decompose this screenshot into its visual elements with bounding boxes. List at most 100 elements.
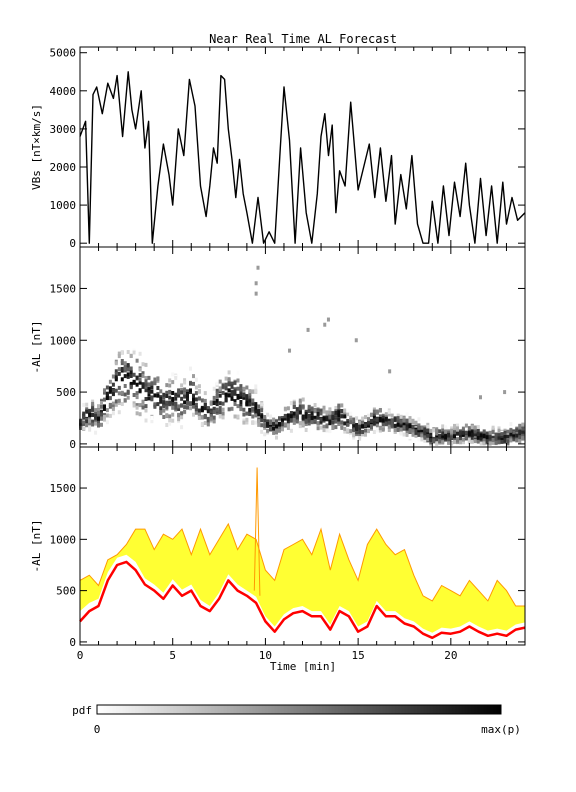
pdf-cell (254, 388, 258, 393)
y-tick-label: 0 (69, 438, 76, 451)
pdf-cell (260, 408, 264, 413)
pdf-cell (147, 396, 151, 401)
pdf-cell (310, 416, 314, 420)
pdf-cell (316, 421, 320, 426)
pdf-cell (328, 417, 332, 422)
pdf-cell (186, 389, 189, 394)
pdf-cell (183, 391, 187, 396)
pdf-cell (114, 372, 118, 376)
pdf-cell (206, 422, 210, 427)
pdf-cell (94, 421, 98, 426)
pdf-cell (141, 373, 145, 378)
pdf-cell (105, 413, 109, 418)
pdf-cell (485, 439, 489, 444)
pdf-cell (117, 351, 121, 356)
pdf-cell (242, 407, 246, 412)
al-pdf-panel: 0 500 1000 1500 -AL [nT] (30, 246, 526, 451)
pdf-cell (159, 411, 163, 416)
pdf-cell (227, 370, 231, 375)
pdf-cell (272, 411, 276, 416)
pdf-cell (153, 377, 157, 382)
pdf-cell (361, 424, 365, 429)
pdf-cell (393, 423, 397, 428)
pdf-cell (236, 404, 240, 409)
pdf-cell (215, 402, 219, 407)
pdf-cell (239, 404, 243, 408)
pdf-cell (355, 416, 359, 421)
pdf-cell (450, 426, 454, 431)
pdf-cell (420, 425, 424, 430)
pdf-cell (108, 403, 112, 407)
pdf-cell (441, 440, 445, 445)
pdf-cell (171, 399, 175, 404)
pdf-cell (509, 438, 513, 443)
pdf-cell (165, 405, 169, 410)
pdf-cell (233, 389, 237, 394)
pdf-cell (105, 420, 109, 425)
pdf-cell (340, 425, 344, 430)
pdf-cell (218, 393, 222, 398)
pdf-cell (117, 410, 121, 415)
pdf-cell (352, 428, 356, 433)
pdf-cell (346, 422, 350, 427)
pdf-cell (212, 410, 216, 414)
pdf-cell (180, 383, 184, 388)
pdf-cell (372, 430, 376, 434)
pdf-cell (171, 412, 175, 417)
pdf-cell (197, 416, 201, 420)
pdf-cell (257, 404, 261, 409)
pdf-cell (239, 400, 243, 404)
pdf-cell (239, 395, 243, 399)
pdf-cell (135, 411, 139, 416)
pdf-cell (120, 350, 124, 355)
pdf-cell (521, 422, 525, 427)
pdf-cell (286, 417, 290, 422)
pdf-cell (405, 430, 409, 435)
pdf-cell (111, 401, 115, 406)
y-tick-label: 1000 (50, 334, 77, 347)
pdf-cell (79, 425, 83, 430)
pdf-cell (206, 433, 210, 438)
pdf-cell (367, 423, 370, 428)
pdf-cell (159, 428, 163, 433)
pdf-cell (512, 430, 516, 435)
pdf-cell (171, 423, 175, 427)
pdf-cell (174, 396, 178, 401)
pdf-cell (473, 439, 477, 444)
pdf-cell (292, 411, 296, 416)
pdf-cell (162, 415, 166, 419)
pdf-cell (464, 430, 468, 435)
pdf-cell (200, 406, 204, 411)
x-tick-label: 5 (169, 649, 176, 662)
pdf-cell (283, 432, 287, 437)
pdf-cell (91, 412, 95, 417)
pdf-cell (417, 425, 421, 430)
pdf-cell (500, 437, 504, 442)
pdf-cell (295, 407, 299, 412)
pdf-cell (221, 407, 225, 412)
pdf-cell (183, 409, 187, 414)
pdf-cell (218, 406, 222, 411)
pdf-cell (197, 389, 201, 394)
pdf-cell (518, 426, 522, 431)
pdf-cell (141, 419, 145, 424)
pdf-cell (103, 390, 106, 395)
pdf-cell (307, 429, 311, 434)
pdf-cell (316, 426, 320, 431)
pdf-cell (209, 414, 213, 419)
pdf-cell (111, 382, 115, 387)
pdf-cell (461, 419, 465, 424)
pdf-cell (453, 430, 456, 435)
pdf-cell (123, 361, 127, 366)
pdf-cell (209, 410, 213, 415)
pdf-cell (150, 385, 154, 390)
pdf-cell (387, 409, 391, 414)
pdf-cell (313, 418, 317, 423)
pdf-cell (310, 420, 314, 425)
pdf-cell (100, 404, 103, 409)
pdf-cell (212, 386, 216, 391)
pdf-cell (414, 421, 418, 425)
pdf-cell (117, 398, 121, 403)
pdf-cell (307, 413, 311, 418)
pdf-cell (108, 396, 112, 401)
